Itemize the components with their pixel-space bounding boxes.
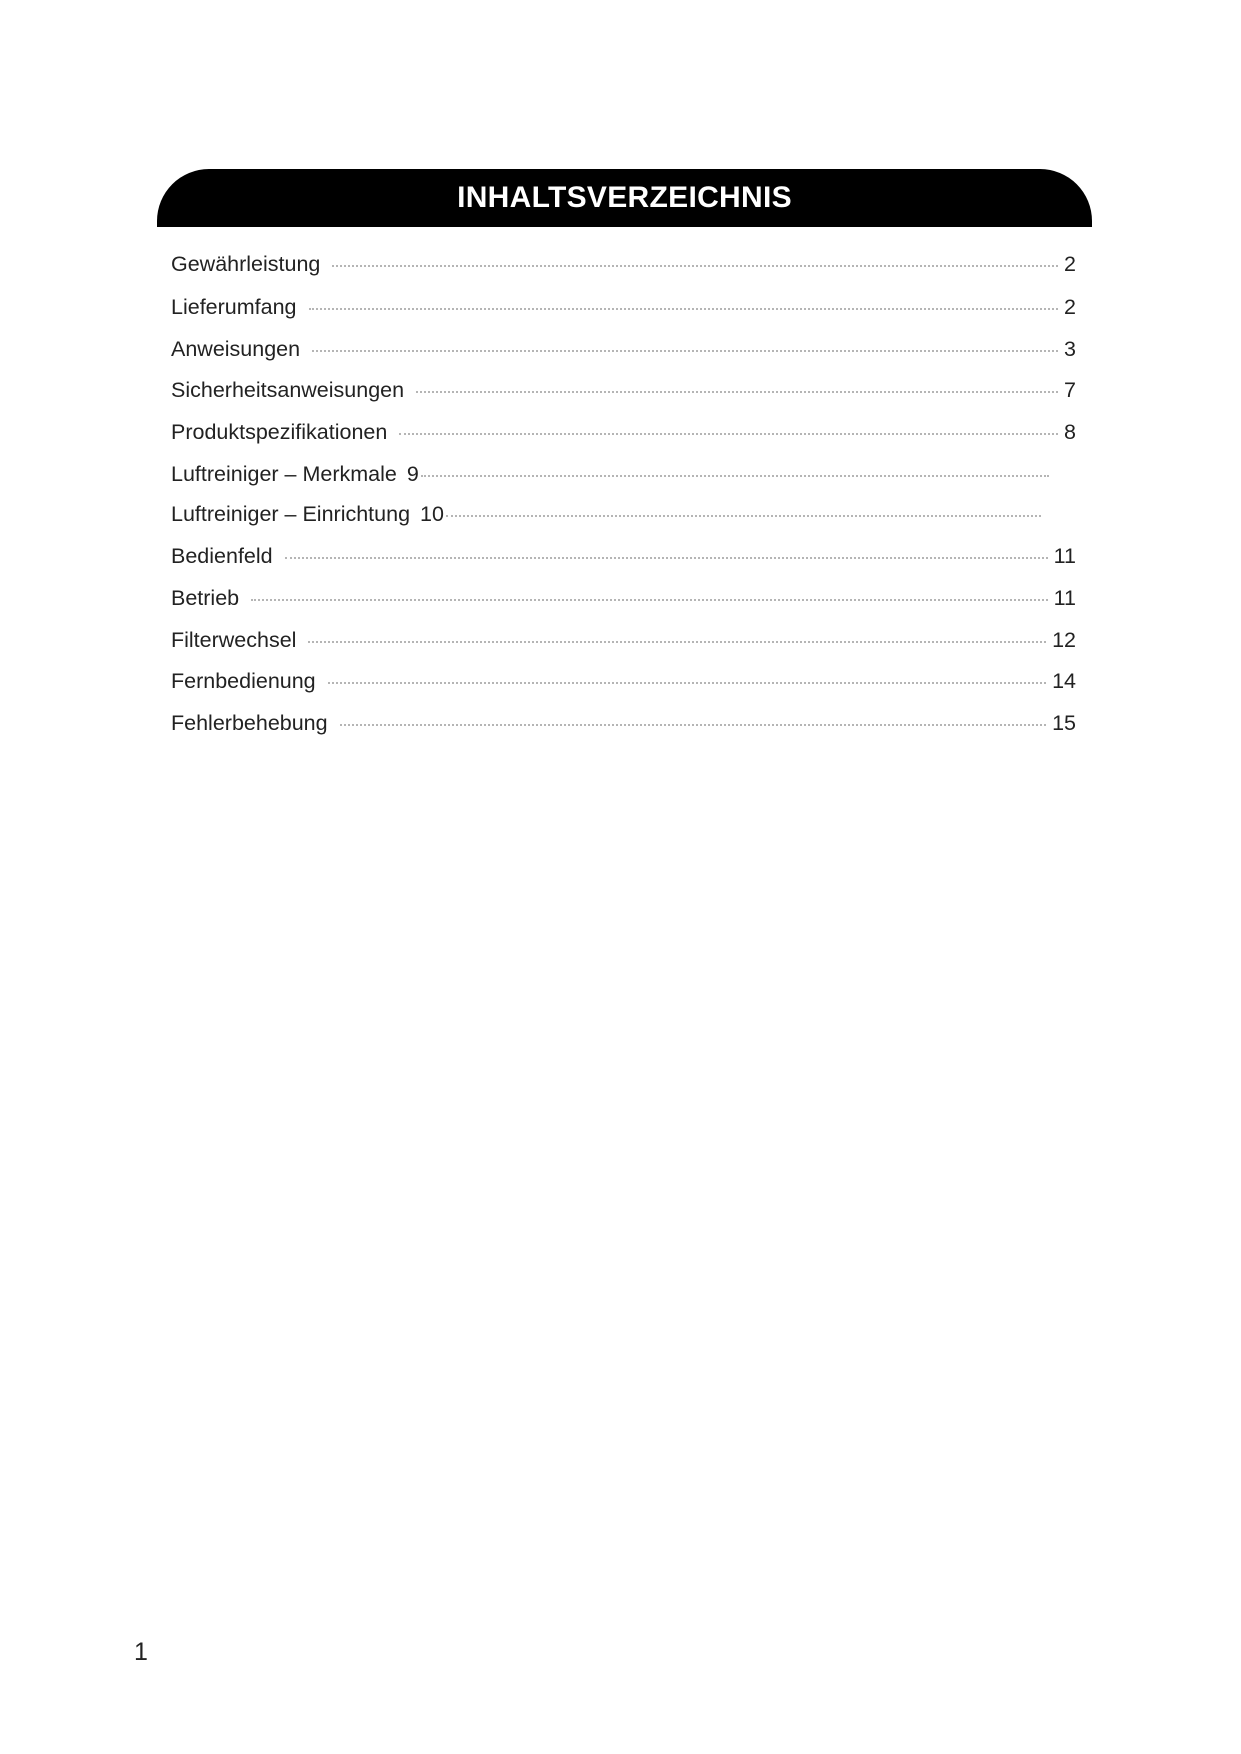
toc-entry-page: 15 [1052,710,1076,735]
toc-entry[interactable]: Luftreiniger – Merkmale 9 [171,459,1055,489]
toc-entry-page: 2 [1064,294,1076,319]
toc-entry-label: Gewährleistung [171,251,321,276]
dot-leader [339,724,1047,726]
toc-entry-label: Sicherheitsanweisungen [171,377,405,402]
page-number: 1 [134,1638,148,1666]
toc-entry-page: 11 [1053,585,1076,610]
toc-entry-label: Lieferumfang [171,294,297,319]
toc-entry-page: 2 [1064,251,1076,276]
dot-leader [251,599,1048,601]
toc-entry-label: Produktspezifikationen [171,419,388,444]
page-title: INHALTSVERZEICHNIS [457,181,792,214]
dot-leader [420,475,1049,477]
dot-leader [308,641,1047,643]
toc-entry-label: Luftreiniger – Merkmale [171,461,397,486]
toc-entry-page: 11 [1053,543,1076,568]
toc-entry[interactable]: Lieferumfang 2 [171,292,1076,322]
toc-entry-label: Filterwechsel [171,627,297,652]
dot-leader [284,557,1048,559]
toc-entry-page: 9 [406,461,419,486]
dot-leader [332,265,1059,267]
toc-entry-page: 3 [1064,336,1076,361]
toc-entry[interactable]: Sicherheitsanweisungen 7 [171,375,1076,405]
toc-entry[interactable]: Fernbedienung 14 [171,666,1076,696]
toc-entry-label: Bedienfeld [171,543,273,568]
toc-entry-label: Betrieb [171,585,240,610]
toc-entry-label: Fernbedienung [171,668,316,693]
toc-entry-page: 12 [1052,627,1076,652]
toc-entry-label: Anweisungen [171,336,301,361]
toc-entry[interactable]: Luftreiniger – Einrichtung 10 [171,499,1047,529]
toc-entry-page: 8 [1064,419,1076,444]
toc-header: INHALTSVERZEICHNIS [157,169,1092,227]
dot-leader [312,350,1059,352]
toc-entry-label: Fehlerbehebung [171,710,328,735]
dot-leader [327,682,1047,684]
toc-entry-label: Luftreiniger – Einrichtung [171,501,411,526]
toc-entry-page: 10 [420,501,444,526]
dot-leader [308,308,1059,310]
dot-leader [445,515,1041,517]
toc-entry[interactable]: Fehlerbehebung 15 [171,708,1076,738]
toc-entry-page: 7 [1064,377,1076,402]
toc-entry[interactable]: Anweisungen 3 [171,334,1076,364]
dot-leader [399,433,1059,435]
toc-entry[interactable]: Produktspezifikationen 8 [171,417,1076,447]
toc-entry[interactable]: Gewährleistung 2 [171,249,1076,279]
toc-entry[interactable]: Bedienfeld 11 [171,541,1076,571]
toc-entry-page: 14 [1052,668,1076,693]
dot-leader [416,391,1059,393]
toc-entry[interactable]: Betrieb 11 [171,583,1076,613]
toc-entry[interactable]: Filterwechsel 12 [171,625,1076,655]
